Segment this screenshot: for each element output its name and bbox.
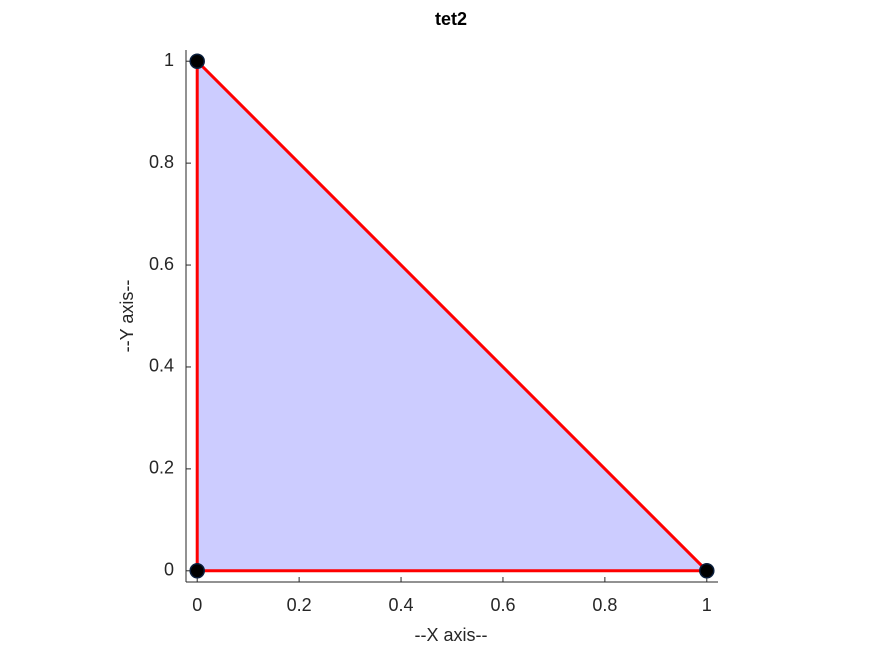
y-tick-label: 1 [164, 50, 174, 70]
x-tick-label: 0.4 [389, 595, 414, 615]
x-tick-label: 1 [702, 595, 712, 615]
x-tick-label: 0.2 [287, 595, 312, 615]
y-tick-label: 0 [164, 560, 174, 580]
x-tick-label: 0.6 [490, 595, 515, 615]
y-tick-label: 0.6 [149, 254, 174, 274]
y-axis-label: --Y axis-- [117, 280, 137, 353]
vertex-marker [189, 563, 205, 579]
y-tick-label: 0.2 [149, 458, 174, 478]
vertex-marker [699, 563, 715, 579]
x-axis-label: --X axis-- [415, 625, 488, 645]
x-tick-label: 0 [192, 595, 202, 615]
vertex-marker [189, 53, 205, 69]
y-tick-label: 0.4 [149, 356, 174, 376]
x-tick-label: 0.8 [592, 595, 617, 615]
chart-title: tet2 [435, 9, 467, 29]
y-tick-label: 0.8 [149, 152, 174, 172]
triangle-patch [195, 57, 711, 573]
